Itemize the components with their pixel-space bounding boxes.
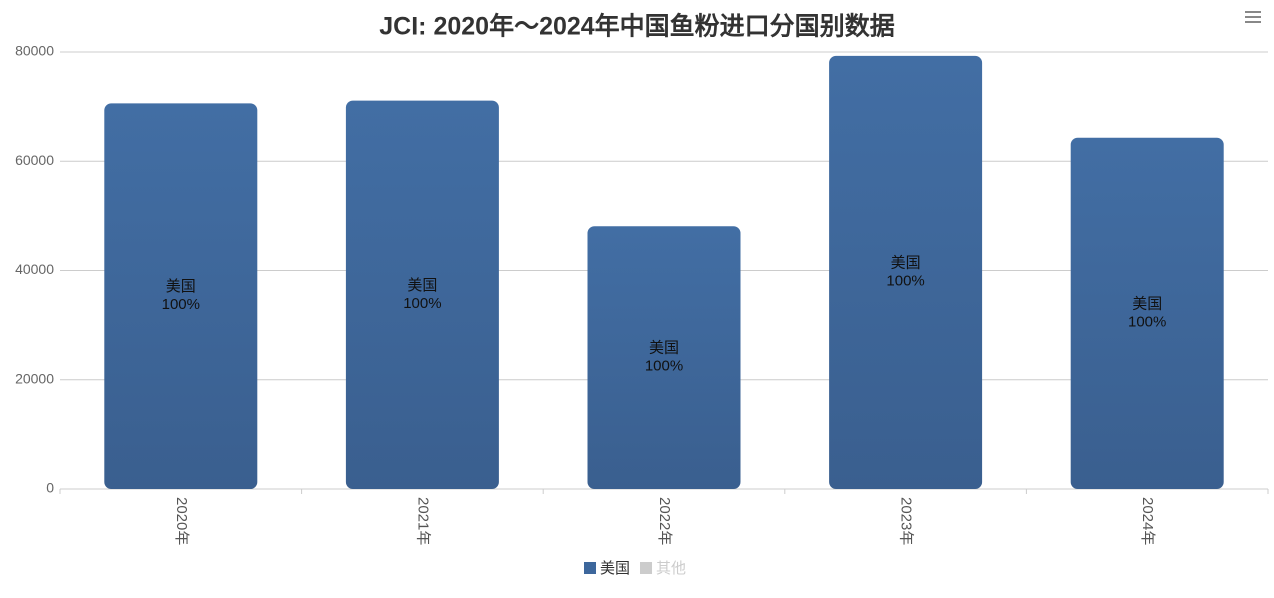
- y-tick-label: 60000: [15, 152, 54, 168]
- y-tick-label: 80000: [15, 43, 54, 59]
- bar: [1070, 137, 1224, 490]
- legend-item[interactable]: 其他: [640, 560, 686, 577]
- bar: [829, 55, 983, 489]
- bar-label-name: 美国: [1132, 295, 1162, 312]
- x-tick-label: 2021年: [414, 497, 431, 545]
- legend-label: 其他: [656, 560, 686, 577]
- bar-label-share: 100%: [886, 272, 924, 289]
- bar-label-name: 美国: [891, 254, 921, 271]
- legend-item[interactable]: 美国: [584, 560, 630, 577]
- x-tick-label: 2022年: [656, 497, 673, 545]
- chart-title: JCI: 2020年～2024年中国鱼粉进口分国别数据: [379, 12, 894, 41]
- bar-label-share: 100%: [1128, 313, 1166, 330]
- bar-label-name: 美国: [166, 278, 196, 295]
- bar-label-share: 100%: [403, 295, 441, 312]
- bar-label-share: 100%: [162, 296, 200, 313]
- legend-swatch: [640, 562, 653, 574]
- bar-label-name: 美国: [407, 277, 437, 294]
- bar: [345, 100, 499, 490]
- y-tick-label: 40000: [15, 261, 54, 277]
- bar: [104, 103, 258, 489]
- x-tick-label: 2024年: [1139, 497, 1156, 545]
- y-tick-label: 0: [46, 480, 54, 496]
- legend-label: 美国: [600, 560, 630, 577]
- legend-swatch: [584, 562, 596, 574]
- bar: [587, 226, 741, 489]
- x-tick-label: 2020年: [173, 497, 190, 545]
- x-tick-label: 2023年: [898, 497, 915, 545]
- y-tick-label: 20000: [15, 370, 54, 386]
- menu-icon[interactable]: [1245, 11, 1261, 23]
- bar-label-name: 美国: [649, 340, 679, 357]
- bar-label-share: 100%: [645, 358, 683, 375]
